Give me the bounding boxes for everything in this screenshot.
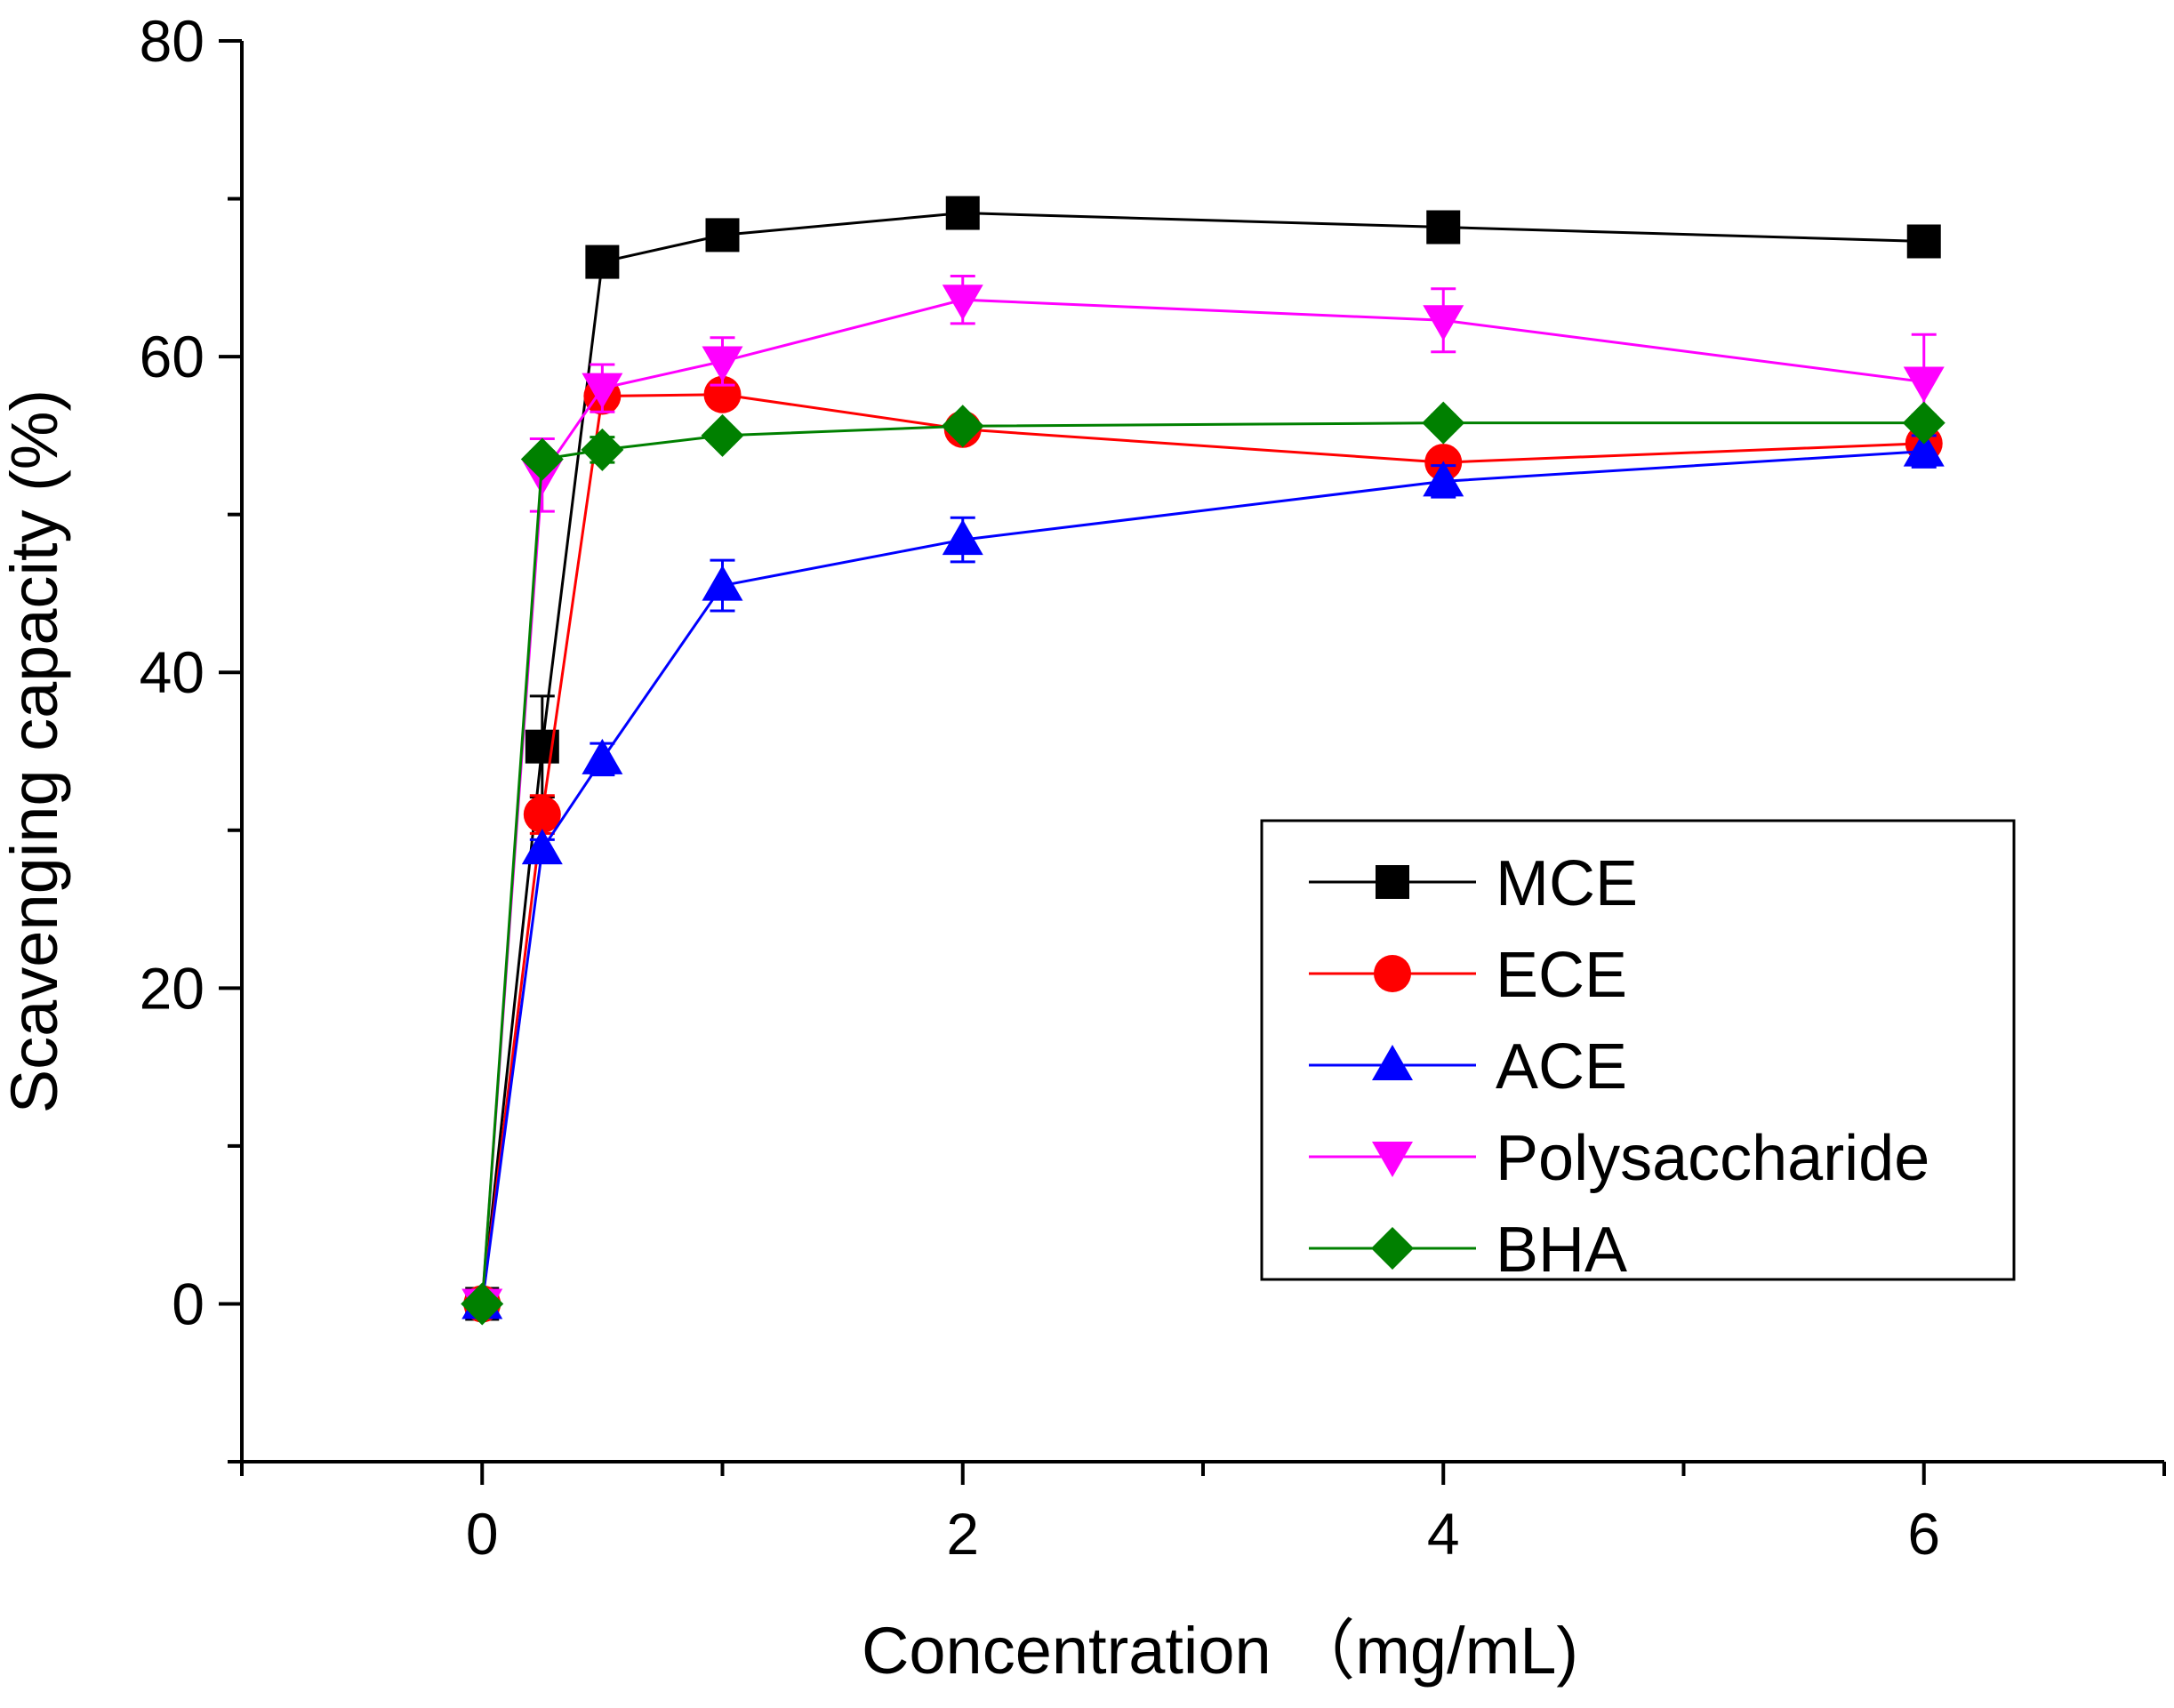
data-point-polysaccharide (1903, 366, 1945, 403)
legend-label-ace: ACE (1496, 1031, 1627, 1103)
data-point-bha (1422, 401, 1465, 445)
data-point-mce (705, 218, 740, 253)
x-tick-label: 2 (946, 1501, 979, 1567)
data-point-bha (941, 405, 984, 448)
series-layer (461, 196, 1945, 1326)
y-tick-label: 60 (140, 324, 205, 389)
legend-box (1260, 819, 2016, 1281)
legend-item-ace: ACE (1309, 1031, 1627, 1103)
x-tick-label: 6 (1907, 1501, 1940, 1567)
data-point-ace (521, 829, 563, 865)
x-tick-label: 0 (466, 1501, 499, 1567)
y-axis-label: Scavenging capacity (%) (0, 389, 71, 1113)
data-point-ace (582, 738, 623, 774)
data-point-mce (945, 196, 980, 230)
series-bha (461, 401, 1945, 1326)
legend-marker-ece (1374, 955, 1411, 992)
data-point-mce (1426, 210, 1461, 245)
data-point-polysaccharide (582, 373, 623, 409)
legend-marker-mce (1376, 865, 1409, 899)
legend-item-polysaccharide: Polysaccharide (1309, 1123, 1929, 1194)
data-point-bha (520, 437, 564, 481)
data-point-ece (523, 796, 561, 834)
x-tick-label: 4 (1427, 1501, 1460, 1567)
data-point-bha (461, 1282, 504, 1326)
data-point-mce (585, 245, 620, 279)
data-point-polysaccharide (702, 346, 743, 382)
data-point-bha (581, 428, 624, 471)
legend-label-bha: BHA (1496, 1215, 1627, 1286)
legend-item-mce: MCE (1309, 848, 1638, 919)
legend-marker-ace (1372, 1045, 1413, 1080)
legend-marker-polysaccharide (1372, 1142, 1413, 1177)
data-point-bha (1902, 401, 1945, 445)
y-tick-label: 80 (140, 8, 205, 74)
data-point-ace (1903, 430, 1945, 467)
legend-label-mce: MCE (1496, 848, 1638, 919)
x-axis-label: Concentration （mg/mL) (862, 1614, 1578, 1688)
data-point-ace (942, 519, 983, 556)
legend-label-ece: ECE (1496, 940, 1627, 1011)
data-point-ace (1423, 461, 1464, 497)
legend-item-bha: BHA (1309, 1215, 1627, 1286)
data-point-polysaccharide (942, 285, 983, 321)
ticks (219, 39, 2166, 1485)
data-point-ace (702, 565, 743, 601)
legend-label-polysaccharide: Polysaccharide (1496, 1123, 1929, 1194)
y-tick-label: 40 (140, 639, 205, 705)
data-point-mce (1906, 224, 1941, 259)
legend-marker-bha (1371, 1227, 1414, 1270)
y-tick-label: 20 (140, 955, 205, 1021)
legend: MCE ECE ACE Polysaccharide BHA (1260, 819, 2016, 1286)
data-point-bha (701, 413, 744, 457)
data-point-polysaccharide (1423, 305, 1464, 341)
y-tick-label: 0 (172, 1271, 205, 1336)
legend-item-ece: ECE (1309, 940, 1627, 1011)
